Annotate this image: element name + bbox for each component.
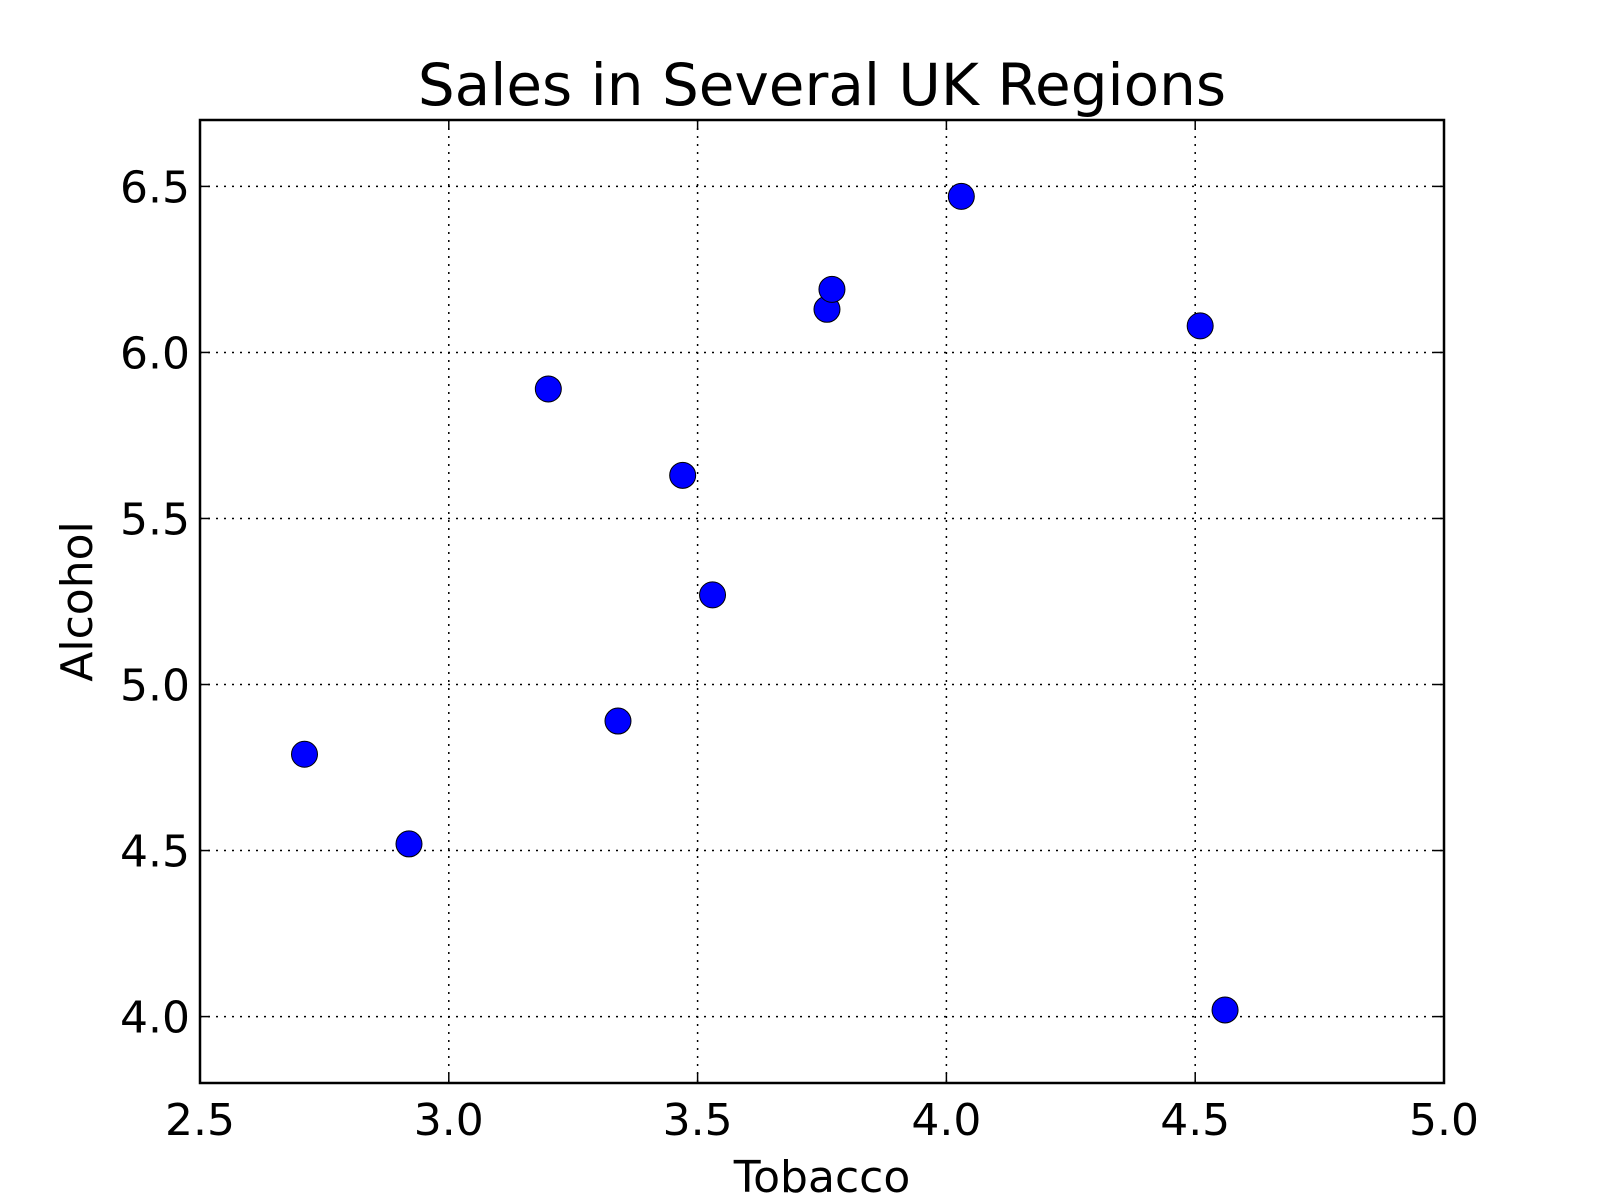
y-tick-label: 5.5 bbox=[120, 494, 190, 545]
x-tick-label: 3.5 bbox=[663, 1095, 733, 1146]
y-tick-label: 5.0 bbox=[120, 661, 190, 712]
y-tick-label: 4.0 bbox=[120, 993, 190, 1044]
data-point bbox=[947, 182, 975, 210]
y-axis-ticks: 4.0 4.5 5.0 5.5 6.0 6.5 bbox=[120, 162, 1444, 1044]
data-point bbox=[290, 740, 318, 768]
chart-title: Sales in Several UK Regions bbox=[418, 51, 1226, 119]
y-axis-label: Alcohol bbox=[52, 521, 103, 681]
x-axis-ticks: 2.5 3.0 3.5 4.0 4.5 5.0 bbox=[165, 120, 1479, 1146]
data-point bbox=[818, 275, 846, 303]
data-point bbox=[669, 461, 697, 489]
y-tick-label: 4.5 bbox=[120, 827, 190, 878]
y-tick-label: 6.0 bbox=[120, 328, 190, 379]
grid-lines bbox=[200, 120, 1444, 1083]
data-point bbox=[1211, 996, 1239, 1024]
data-point bbox=[534, 375, 562, 403]
data-point bbox=[699, 581, 727, 609]
x-tick-label: 4.0 bbox=[911, 1095, 981, 1146]
data-point bbox=[1186, 312, 1214, 340]
x-axis-label: Tobacco bbox=[733, 1152, 911, 1200]
y-tick-label: 6.5 bbox=[120, 162, 190, 213]
data-points bbox=[290, 182, 1239, 1024]
x-tick-label: 2.5 bbox=[165, 1095, 235, 1146]
plot-frame bbox=[198, 118, 1446, 1085]
x-tick-label: 4.5 bbox=[1160, 1095, 1230, 1146]
x-tick-label: 3.0 bbox=[414, 1095, 484, 1146]
data-point bbox=[604, 707, 632, 735]
x-tick-label: 5.0 bbox=[1409, 1095, 1479, 1146]
data-point bbox=[395, 830, 423, 858]
